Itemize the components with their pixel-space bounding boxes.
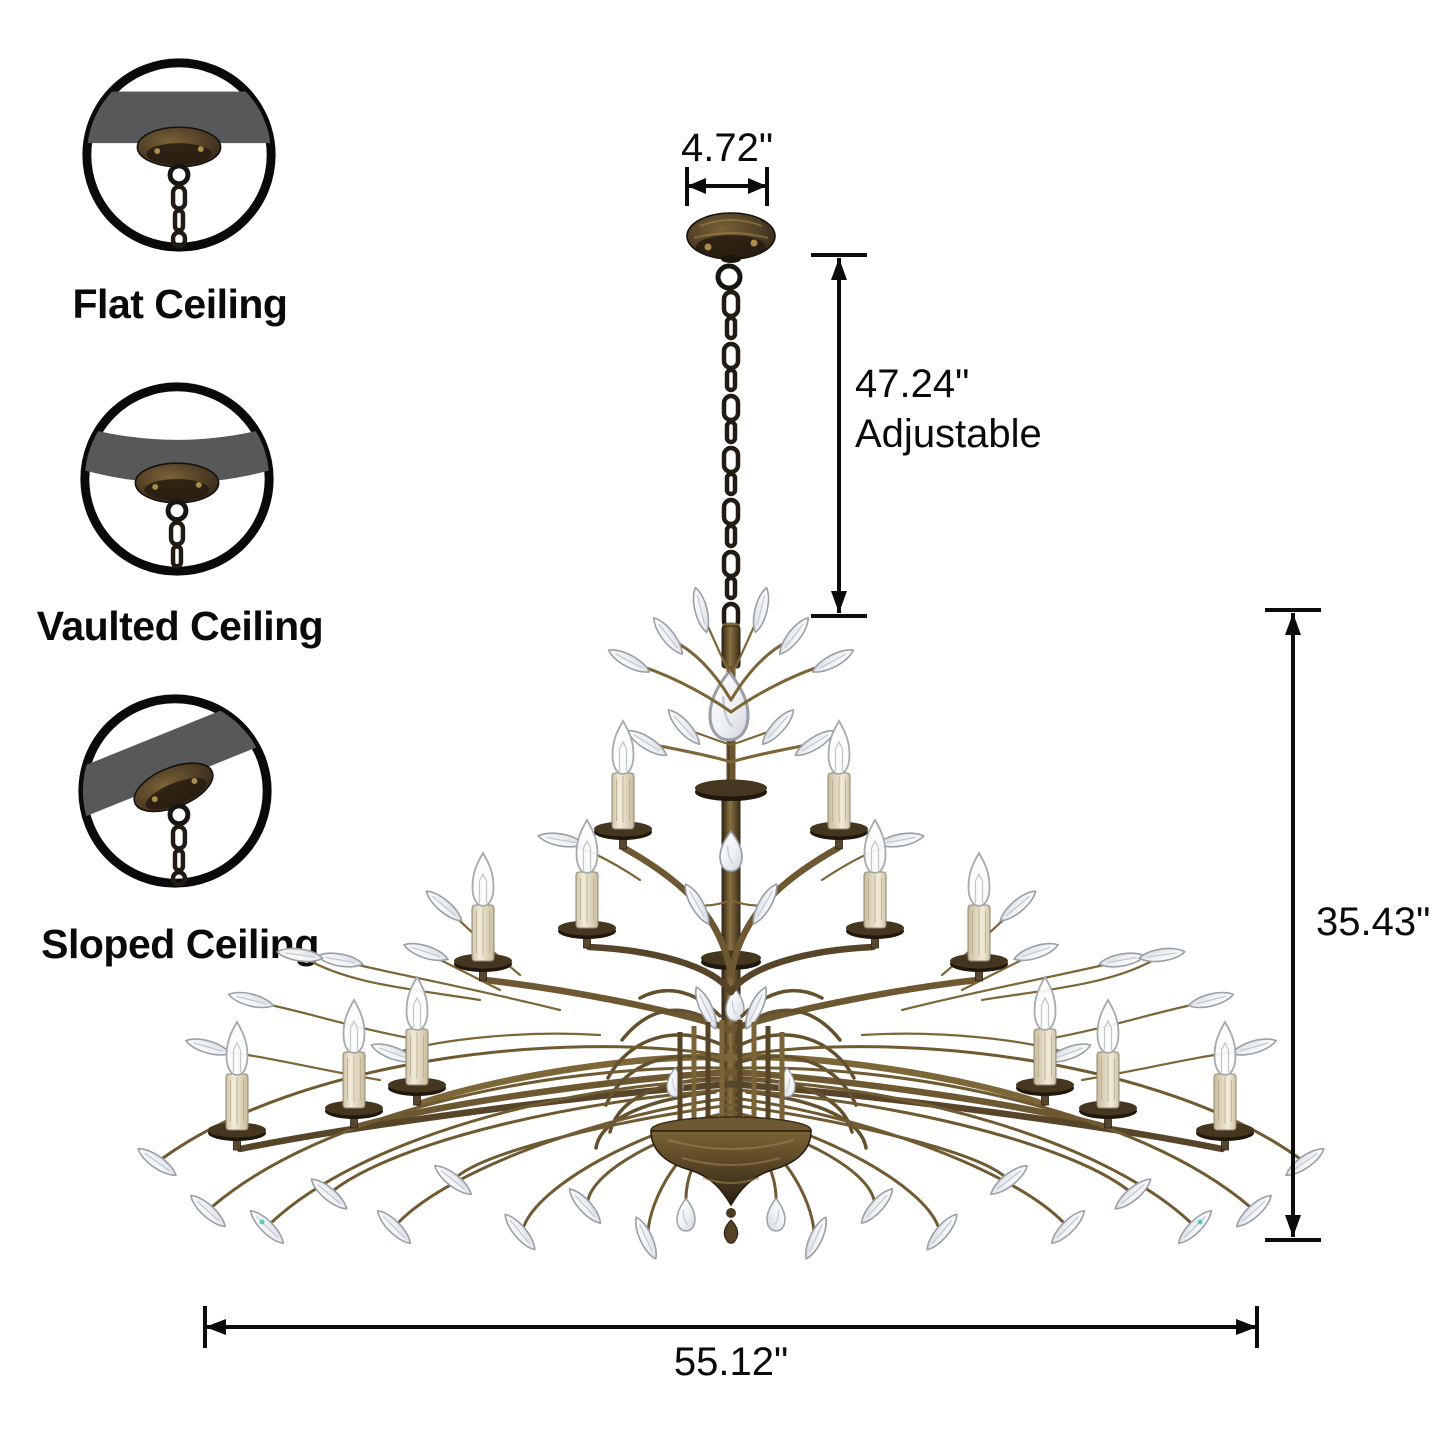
candle-light [1195,1021,1255,1151]
candle-light [453,852,513,982]
bowl-cone [650,1130,812,1207]
hanging-chain [721,289,741,631]
chandelier-branches-right [725,585,1329,1263]
mount-label-flat: Flat Ceiling [72,281,288,327]
canopy-and-chain [136,126,222,249]
finial [723,1219,739,1244]
ceiling-surface [84,424,270,483]
stem-bobeche-lower [701,950,761,966]
candle-light [324,999,384,1129]
candle-light [949,852,1009,982]
canopy-and-chain [134,462,220,569]
dim-chain-note: Adjustable [855,412,1042,456]
hanging-loop [715,263,743,291]
flat-ceiling-icon [70,46,288,264]
dim-fixture-height: 35.43" [1316,900,1431,944]
stem-bobeche-upper [695,779,767,797]
dim-chain-length: 47.24" [855,362,970,406]
candle-light [1078,999,1138,1129]
chandelier-branches-left [133,585,737,1263]
sloped-ceiling-icon [66,682,284,900]
vaulted-ceiling-icon [68,370,286,588]
ceiling-surface [82,698,268,829]
dim-canopy-width: 4.72" [680,126,774,170]
dimension-lines [203,167,1321,1348]
mount-label-vaulted: Vaulted Ceiling [36,603,324,649]
candle-light [207,1021,267,1151]
dim-fixture-width: 55.12" [673,1340,789,1384]
chandelier-bowl [650,1020,812,1244]
candle-light [1015,976,1075,1106]
mount-label-sloped: Sloped Ceiling [41,921,319,967]
canopy-and-chain [133,762,214,887]
candle-light [387,976,447,1106]
